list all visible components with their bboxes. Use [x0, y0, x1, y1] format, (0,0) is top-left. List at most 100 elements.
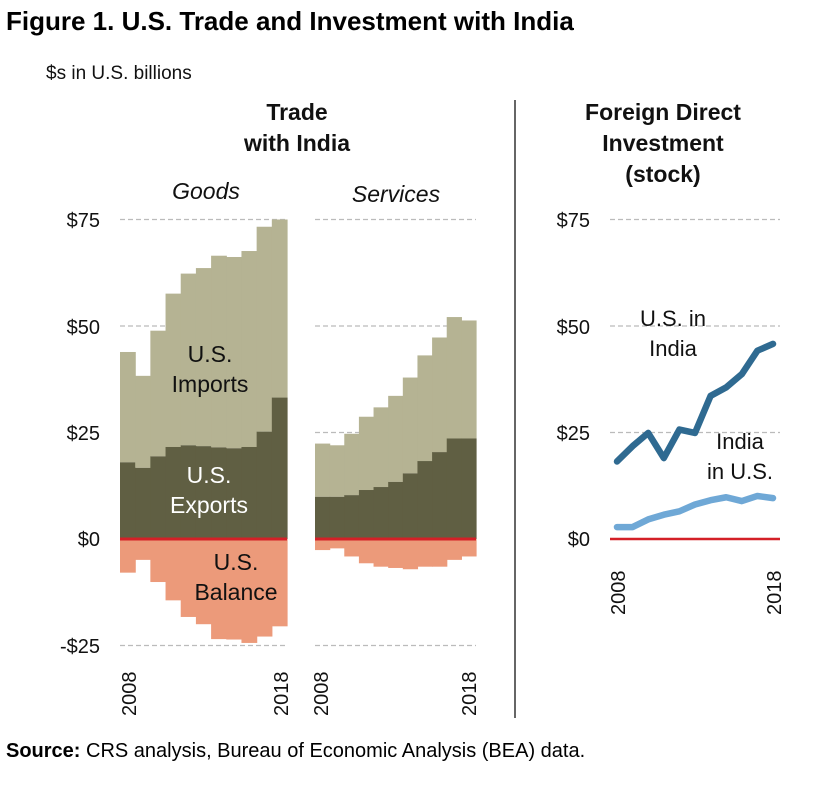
balance-bar — [226, 539, 243, 640]
imports-bar — [461, 320, 477, 439]
imports-bar — [150, 330, 167, 457]
figure-title: Figure 1. U.S. Trade and Investment with… — [6, 6, 574, 36]
imports-bar — [271, 219, 288, 398]
balance-bar — [373, 539, 389, 567]
source-text: CRS analysis, Bureau of Economic Analysi… — [80, 740, 586, 762]
balance-bar — [329, 539, 345, 549]
imports-bar — [120, 351, 136, 463]
imports-bar — [195, 268, 212, 447]
exports-bar — [165, 446, 182, 539]
exports-bar — [150, 456, 167, 539]
balance-bar — [241, 539, 258, 643]
exports-bar — [329, 496, 345, 539]
x-tick-label: 2018 — [459, 672, 481, 717]
balance-bar — [271, 539, 288, 627]
imports-bar — [358, 416, 375, 491]
imports-label: U.S. — [188, 341, 233, 367]
balance-bar — [150, 539, 167, 583]
balance-bar — [388, 539, 404, 568]
balance-label: U.S. — [214, 549, 259, 575]
balance-bar — [315, 539, 331, 551]
imports-bar — [344, 433, 360, 496]
x-tick-label: 2018 — [271, 672, 293, 717]
imports-bar — [256, 226, 273, 432]
exports-bar — [344, 495, 360, 539]
exports-bar — [180, 445, 197, 539]
fdi-panel-title-line3: (stock) — [625, 161, 700, 187]
exports-bar — [195, 446, 212, 539]
source-label: Source: — [6, 740, 81, 762]
exports-bar — [315, 496, 331, 539]
exports-bar — [388, 481, 404, 539]
exports-bar — [432, 452, 448, 539]
imports-bar — [417, 355, 433, 462]
y-tick-label: $50 — [67, 317, 100, 339]
india-in-us-label: in U.S. — [707, 459, 773, 484]
balance-bar — [461, 539, 477, 557]
imports-bar — [226, 256, 243, 449]
exports-bar — [461, 438, 477, 539]
services-subtitle: Services — [352, 181, 441, 207]
imports-bar — [180, 273, 197, 446]
y-tick-label: $0 — [78, 529, 100, 551]
balance-bar — [180, 539, 197, 617]
y-tick-label: -$25 — [60, 636, 100, 658]
imports-bar — [315, 443, 331, 497]
balance-label: Balance — [194, 579, 277, 605]
imports-bar — [135, 375, 151, 468]
balance-bar — [256, 539, 273, 637]
trade-panel-title-line1: Trade — [266, 99, 327, 125]
exports-bar — [226, 448, 243, 539]
balance-bar — [195, 539, 212, 625]
us-in-india-label: India — [649, 336, 697, 361]
imports-bar — [446, 317, 462, 439]
fdi-y-tick-label: $75 — [557, 210, 590, 232]
exports-bar — [417, 461, 433, 539]
imports-bar — [402, 377, 419, 474]
goods-subtitle: Goods — [172, 178, 240, 204]
imports-bar — [165, 293, 182, 447]
imports-bar — [388, 395, 404, 482]
fdi-y-tick-label: $25 — [557, 423, 590, 445]
y-tick-label: $25 — [67, 423, 100, 445]
exports-bar — [402, 473, 419, 539]
exports-bar — [135, 467, 151, 539]
source-note: Source: CRS analysis, Bureau of Economic… — [6, 740, 585, 763]
exports-label: U.S. — [187, 462, 232, 488]
india-in-us-label: India — [716, 429, 764, 454]
fdi-y-tick-label: $0 — [568, 529, 590, 551]
fdi-panel-title-line1: Foreign Direct — [585, 99, 741, 125]
trade-panel-title-line2: with India — [243, 130, 350, 156]
balance-bar — [358, 539, 375, 564]
exports-bar — [358, 490, 375, 539]
fdi-x-tick-label: 2008 — [608, 571, 630, 616]
india-in-us-line — [613, 492, 777, 531]
balance-bar — [135, 539, 151, 560]
imports-bar — [373, 407, 389, 488]
imports-bar — [241, 251, 258, 447]
balance-bar — [432, 539, 448, 567]
us-in-india-label: U.S. in — [640, 306, 706, 331]
exports-bar — [120, 462, 136, 539]
balance-bar — [402, 539, 419, 570]
balance-bar — [344, 539, 360, 557]
x-tick-label: 2008 — [119, 672, 141, 717]
imports-bar — [432, 337, 448, 453]
imports-bar — [211, 255, 227, 448]
balance-bar — [120, 539, 136, 573]
exports-bar — [446, 438, 462, 539]
fdi-panel-title-line2: Investment — [602, 130, 724, 156]
exports-bar — [211, 447, 227, 539]
exports-bar — [373, 487, 389, 539]
balance-bar — [446, 539, 462, 560]
imports-label: Imports — [172, 371, 249, 397]
exports-bar — [256, 431, 273, 539]
x-tick-label: 2008 — [311, 672, 333, 717]
fdi-lines — [613, 340, 777, 531]
exports-bar — [271, 397, 288, 539]
y-tick-label: $75 — [67, 210, 100, 232]
balance-bar — [417, 539, 433, 567]
fdi-y-tick-label: $50 — [557, 317, 590, 339]
exports-bar — [241, 446, 258, 539]
